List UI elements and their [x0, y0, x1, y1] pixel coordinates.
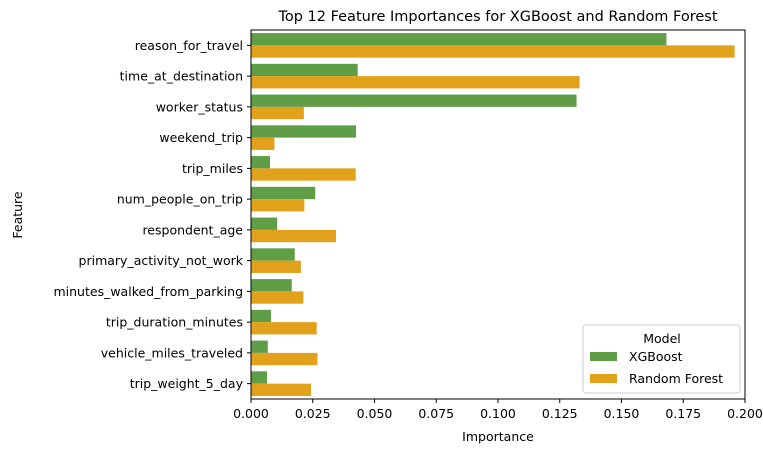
bar-group [251, 33, 735, 396]
x-tick-label: 0.000 [233, 406, 269, 421]
x-tick-label: 0.100 [480, 406, 516, 421]
y-tick-label: trip_miles [182, 161, 243, 176]
y-tick-label: vehicle_miles_traveled [101, 345, 243, 360]
chart-title: Top 12 Feature Importances for XGBoost a… [277, 9, 717, 25]
bar-random-forest-respondent-age [251, 229, 336, 243]
bar-random-forest-trip-weight-5-day [251, 383, 312, 396]
y-tick-label: respondent_age [142, 222, 243, 237]
bar-xgboost-trip-duration-minutes [251, 309, 272, 323]
legend-title: Model [643, 331, 681, 346]
y-tick-label: trip_weight_5_day [130, 376, 244, 391]
y-axis-label: Feature [10, 191, 25, 239]
legend-swatch-xgboost [590, 352, 617, 361]
legend-label-xgboost: XGBoost [629, 349, 683, 364]
bar-random-forest-trip-miles [251, 168, 356, 181]
legend: Model XGBoost Random Forest [582, 324, 741, 394]
x-tick-label: 0.150 [604, 406, 640, 421]
y-axis: reason_for_travel time_at_destinationwork… [53, 38, 251, 391]
x-axis-label: Importance [462, 429, 534, 444]
legend-frame [582, 324, 741, 394]
y-tick-label: primary_activity_not_work [79, 253, 244, 268]
bar-xgboost-trip-miles [251, 156, 271, 169]
bar-random-forest-reason-for-travel [251, 45, 735, 58]
y-tick-label: reason_for_travel [135, 38, 243, 53]
bar-random-forest-vehicle-miles-traveled [251, 352, 318, 366]
bar-xgboost-respondent-age [251, 217, 278, 230]
x-tick-label: 0.125 [542, 406, 578, 421]
x-tick-label: 0.200 [727, 406, 763, 421]
x-axis: 0.000 0.025 0.050 0.075 0.100 0.125 0.150 0.175… [233, 399, 763, 421]
legend-label-random-forest: Random Forest [629, 371, 723, 386]
bar-random-forest-worker-status [251, 106, 304, 120]
bar-xgboost-weekend-trip [251, 125, 356, 138]
bar-xgboost-minutes-walked-from-parking [251, 279, 292, 292]
y-tick-label: worker_status [156, 99, 243, 114]
x-tick-label: 0.050 [357, 406, 393, 421]
bar-random-forest-time-at-destination [251, 76, 580, 89]
bar-xgboost-trip-weight-5-day [251, 371, 268, 384]
bar-xgboost-worker-status [251, 94, 577, 107]
y-tick-label: trip_duration_minutes [106, 315, 243, 330]
bar-random-forest-num-people-on-trip [251, 199, 305, 212]
x-tick-label: 0.175 [665, 406, 701, 421]
x-tick-label: 0.075 [418, 406, 454, 421]
bar-xgboost-reason-for-travel [251, 33, 667, 46]
bar-xgboost-vehicle-miles-traveled [251, 340, 268, 353]
bar-random-forest-weekend-trip [251, 137, 275, 150]
bar-xgboost-primary-activity-not-work [251, 248, 295, 261]
bar-random-forest-minutes-walked-from-parking [251, 291, 304, 304]
y-tick-label: minutes_walked_from_parking [53, 284, 243, 299]
bar-xgboost-num-people-on-trip [251, 186, 316, 200]
bar-xgboost-time-at-destination [251, 63, 358, 77]
bar-random-forest-trip-duration-minutes [251, 322, 317, 335]
y-tick-label: num_people_on_trip [117, 192, 243, 207]
x-tick-label: 0.025 [295, 406, 331, 421]
y-tick-label: weekend_trip [159, 130, 243, 145]
legend-swatch-random-forest [590, 374, 617, 383]
y-tick-label: time_at_destination [120, 69, 243, 84]
bar-random-forest-primary-activity-not-work [251, 260, 301, 273]
